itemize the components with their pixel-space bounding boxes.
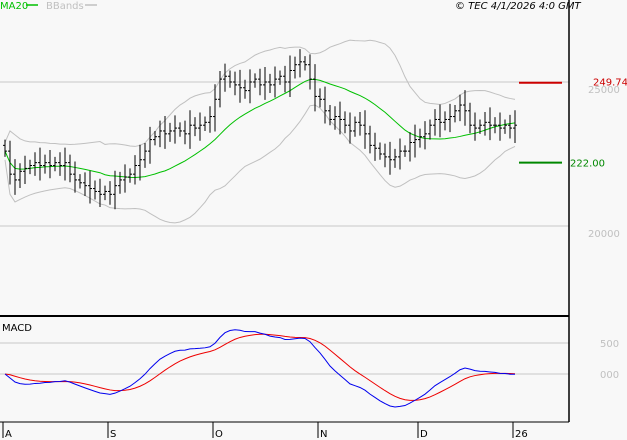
x-tick-label: O bbox=[215, 429, 223, 440]
bband-upper bbox=[4, 39, 516, 147]
legend-label: MA20 bbox=[0, 1, 28, 12]
legend-label: BBands bbox=[46, 1, 84, 12]
x-tick-label: D bbox=[420, 429, 428, 440]
level-label: 249.74 bbox=[593, 78, 627, 89]
macd-signal-line bbox=[4, 333, 516, 401]
y-tick-label: 20000 bbox=[588, 229, 620, 240]
macd-line bbox=[4, 329, 516, 408]
x-tick-label: A bbox=[5, 429, 12, 440]
level-label: 222.00 bbox=[570, 159, 605, 170]
x-tick-label: 26 bbox=[515, 429, 528, 440]
macd-y-tick-label: 000 bbox=[600, 370, 619, 381]
x-tick-label: S bbox=[110, 429, 116, 440]
bband-lower bbox=[4, 104, 516, 224]
y-tick-label: 25000 bbox=[588, 85, 620, 96]
macd-y-tick-label: 500 bbox=[600, 339, 619, 350]
x-tick-label: N bbox=[320, 429, 327, 440]
copyright: © TEC 4/1/2026 4:0 GMT bbox=[455, 1, 582, 12]
macd-title: MACD bbox=[2, 323, 32, 334]
